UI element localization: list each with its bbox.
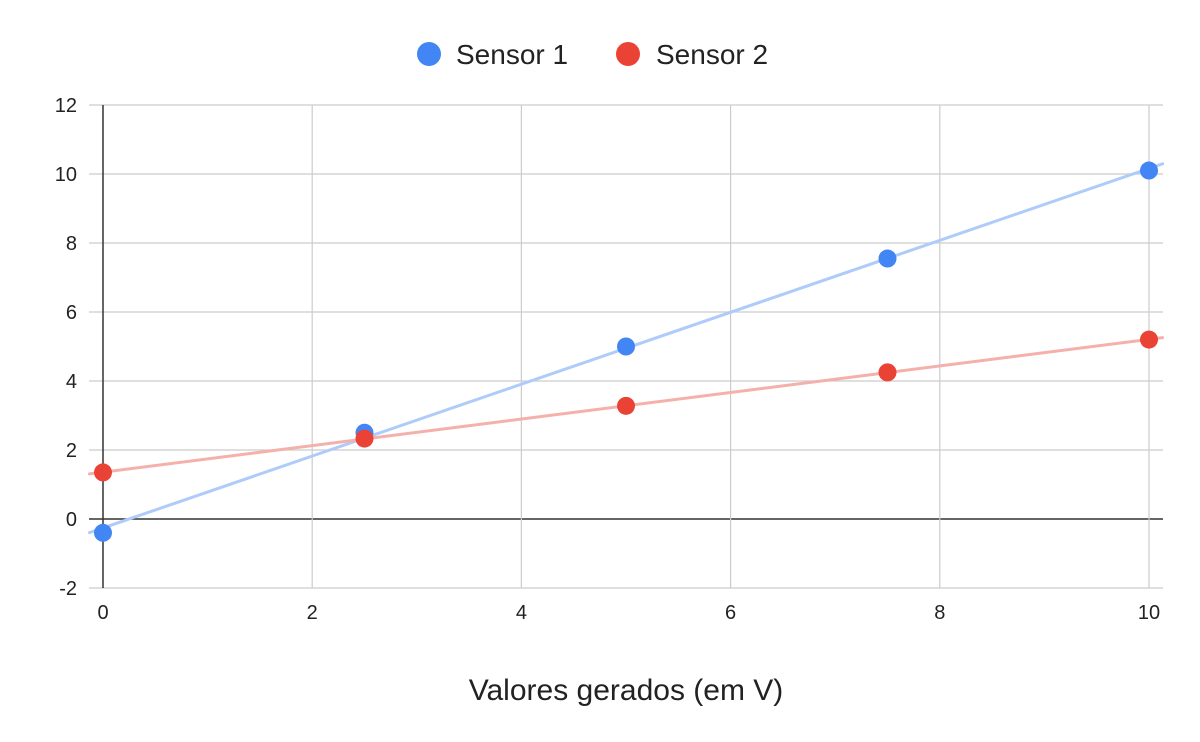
legend-item-sensor-1[interactable]: Sensor 1 [417,39,568,70]
legend-label-sensor-1: Sensor 1 [456,39,568,70]
legend-marker-sensor-1 [417,42,441,66]
data-point-sensor-2 [1140,330,1158,349]
y-tick-label: 2 [66,440,77,462]
legend-item-sensor-2[interactable]: Sensor 2 [616,39,768,70]
legend-label-sensor-2: Sensor 2 [656,39,768,70]
y-tick-label: 10 [55,164,77,186]
x-tick-label: 2 [307,602,318,624]
x-axis-title: Valores gerados (em V) [469,674,784,707]
data-point-sensor-1 [878,249,897,268]
data-point-sensor-1 [1140,161,1158,180]
y-tick-label: 6 [66,302,77,324]
data-point-sensor-1 [94,523,112,542]
y-tick-label: 4 [66,371,77,393]
x-tick-label: 10 [1138,602,1160,624]
legend-marker-sensor-2 [616,42,640,66]
plot-area: -2 0 2 4 6 8 10 12 0 2 4 6 8 10 [55,95,1165,624]
data-point-sensor-2 [94,463,112,482]
y-tick-label: 12 [55,95,77,117]
x-tick-label: 0 [97,602,108,624]
y-tick-label: 8 [66,233,77,255]
legend: Sensor 1 Sensor 2 [417,39,768,70]
x-tick-label: 4 [516,602,527,624]
y-tick-label: 0 [66,509,77,531]
data-point-sensor-2 [355,429,374,448]
data-point-sensor-1 [617,337,635,356]
x-tick-label: 6 [725,602,736,624]
x-tick-label: 8 [934,602,945,624]
data-point-sensor-2 [878,363,897,382]
y-tick-label: -2 [59,578,77,600]
data-point-sensor-2 [617,396,635,415]
